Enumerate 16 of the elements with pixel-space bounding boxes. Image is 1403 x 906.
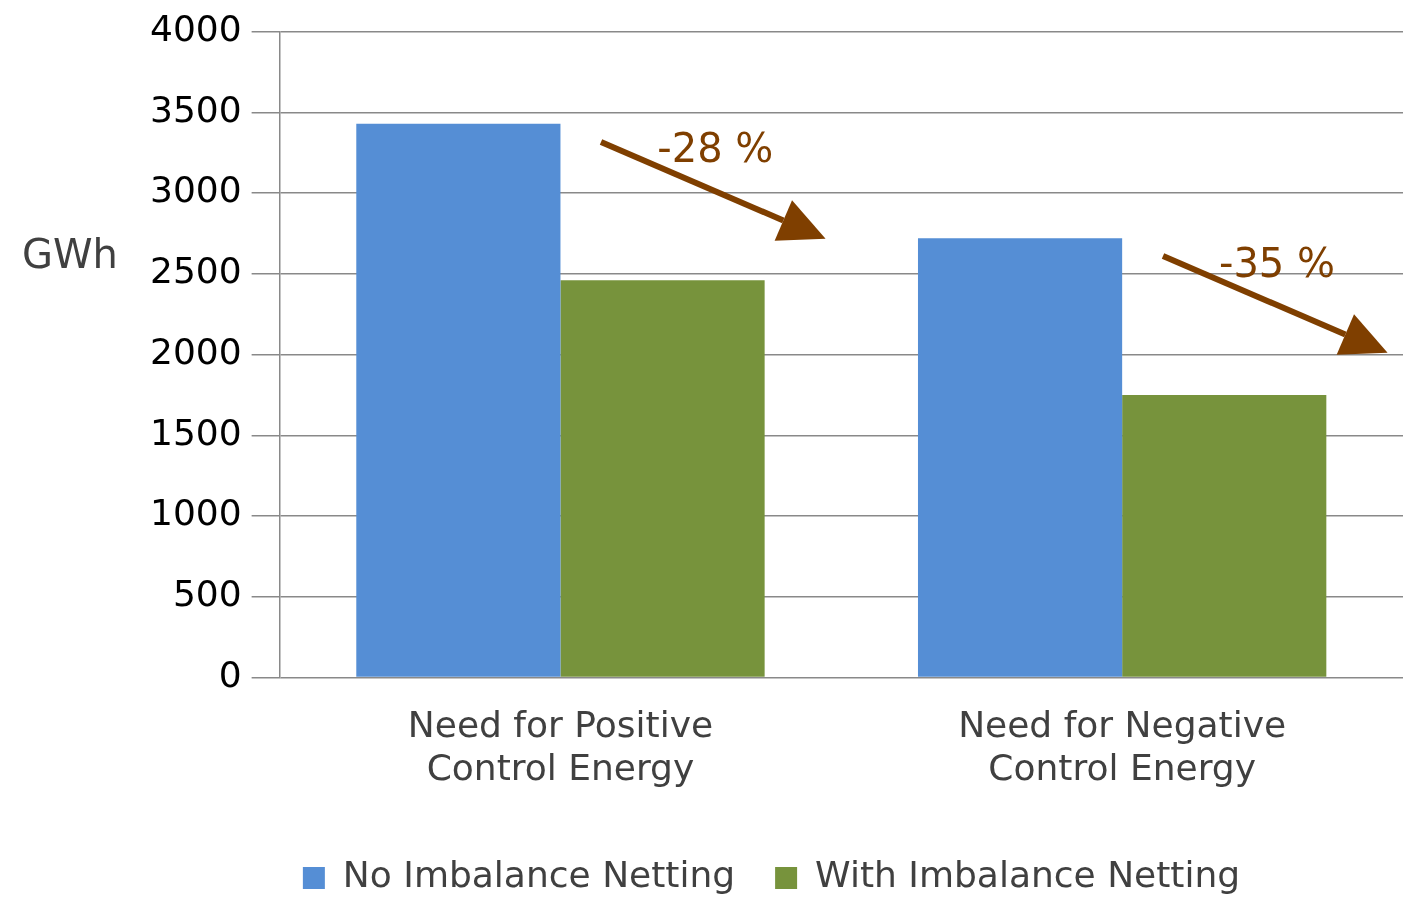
y-tick-label: 3500 — [149, 88, 242, 130]
y-tick-label: 0 — [218, 653, 242, 695]
y-tick-label: 1500 — [149, 411, 242, 453]
x-tick-label: Need for Negative Control Energy — [958, 703, 1287, 788]
y-tick-label: 2000 — [149, 330, 242, 372]
y-tick-label: 2500 — [149, 250, 242, 292]
legend-label: No Imbalance Netting — [342, 854, 736, 896]
y-tick-label: 1000 — [149, 492, 242, 534]
y-axis-title: GWh — [22, 231, 118, 278]
y-tick-label: 500 — [172, 573, 242, 615]
legend-label: With Imbalance Netting — [815, 854, 1241, 896]
y-tick-label: 4000 — [149, 7, 242, 49]
x-tick-label: Need for Positive Control Energy — [407, 703, 714, 788]
annotation: -35 % — [1218, 239, 1336, 286]
annotation: -28 % — [657, 125, 774, 172]
y-tick-label: 3000 — [149, 169, 242, 211]
